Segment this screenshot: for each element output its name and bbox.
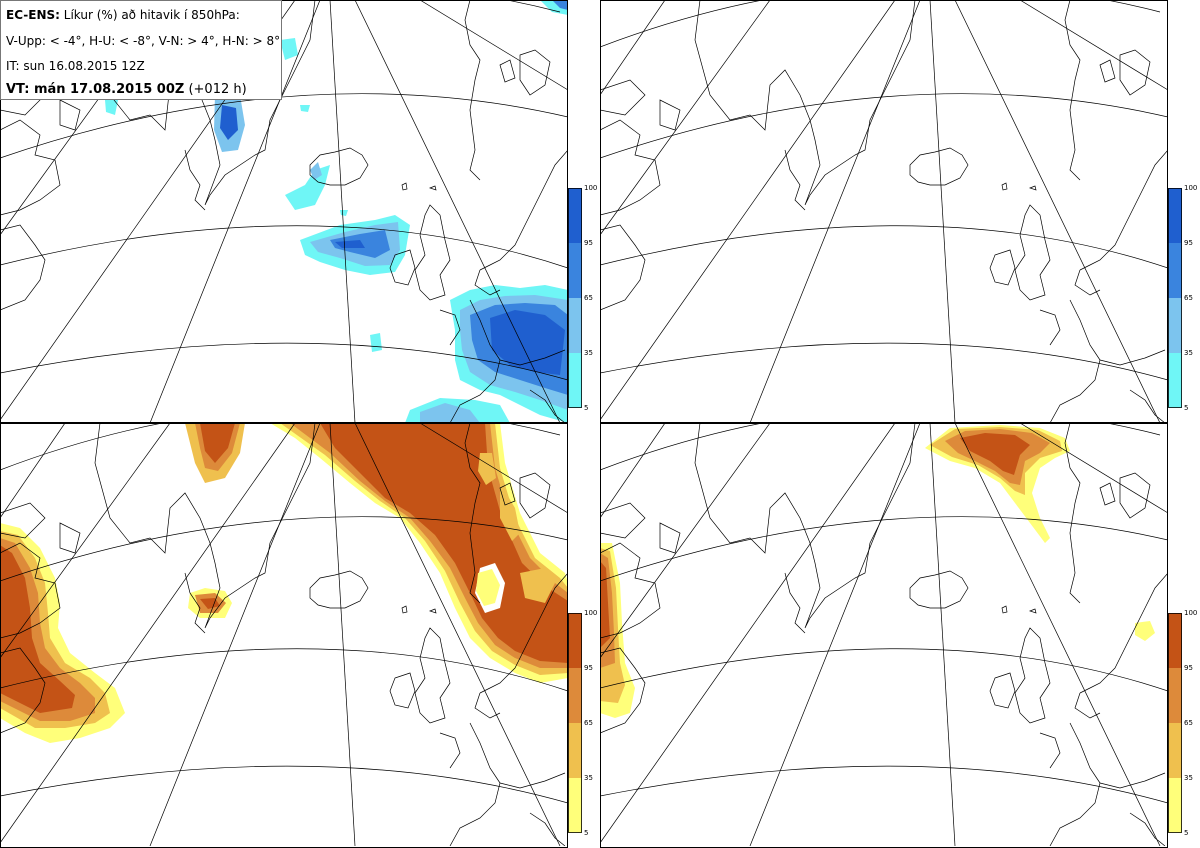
colorbar-tick: 35	[1184, 774, 1193, 782]
colorbar-tick: 65	[584, 719, 593, 727]
colorbar-tick: 65	[1184, 719, 1193, 727]
probability-field	[0, 423, 568, 743]
colorbar-tick: 100	[1184, 609, 1198, 617]
map-panel-cold-moderate	[0, 0, 568, 423]
colorbar-tick: 95	[1184, 239, 1193, 247]
colorbar-tick: 35	[584, 774, 593, 782]
colorbar-tick: 5	[1184, 829, 1189, 837]
colorbar-tick: 5	[584, 404, 589, 412]
colorbar-tick: 95	[584, 664, 593, 672]
init-time: IT: sun 16.08.2015 12Z	[6, 59, 145, 73]
colorbar-cold-scale	[568, 188, 582, 408]
threshold-legend: V-Upp: < -4°, H-U: < -8°, V-N: > 4°, H-N…	[6, 34, 281, 48]
map-panel-cold-strong	[600, 0, 1168, 423]
colorbar-warm-bottom-right: 100 95 65 35 5	[1168, 609, 1200, 837]
valid-time: VT: mán 17.08.2015 00Z	[6, 82, 185, 97]
valid-time-line: VT: mán 17.08.2015 00Z (+012 h)	[6, 82, 247, 97]
map-warm-strong	[600, 423, 1168, 848]
map-panel-warm-strong	[600, 423, 1168, 848]
colorbar-tick: 5	[1184, 404, 1189, 412]
colorbar-tick: 65	[584, 294, 593, 302]
map-warm-moderate	[0, 423, 568, 848]
map-info-box: EC-ENS: Líkur (%) að hitavik í 850hPa: V…	[0, 0, 282, 100]
product-title: Líkur (%) að hitavik í 850hPa:	[63, 8, 240, 22]
colorbar-warm-bottom-left: 100 95 65 35 5	[568, 609, 600, 837]
colorbar-tick: 100	[1184, 184, 1198, 192]
colorbar-warm-scale	[1168, 613, 1182, 833]
colorbar-tick: 65	[1184, 294, 1193, 302]
colorbar-tick: 35	[584, 349, 593, 357]
forecast-lead: (+012 h)	[188, 82, 247, 97]
colorbar-tick: 100	[584, 609, 598, 617]
map-cold-strong	[600, 0, 1168, 423]
map-panel-warm-moderate	[0, 423, 568, 848]
colorbar-tick: 35	[1184, 349, 1193, 357]
colorbar-tick: 100	[584, 184, 598, 192]
probability-field	[600, 425, 1155, 718]
colorbar-warm-scale	[568, 613, 582, 833]
colorbar-cold-top-right: 100 95 65 35 5	[1168, 184, 1200, 412]
colorbar-tick: 95	[1184, 664, 1193, 672]
map-cold-moderate	[0, 0, 568, 423]
info-title-line: EC-ENS: Líkur (%) að hitavik í 850hPa:	[6, 8, 240, 22]
colorbar-cold-scale	[1168, 188, 1182, 408]
model-name: EC-ENS:	[6, 8, 60, 22]
colorbar-cold-top-left: 100 95 65 35 5	[568, 184, 600, 412]
colorbar-tick: 5	[584, 829, 589, 837]
colorbar-tick: 95	[584, 239, 593, 247]
